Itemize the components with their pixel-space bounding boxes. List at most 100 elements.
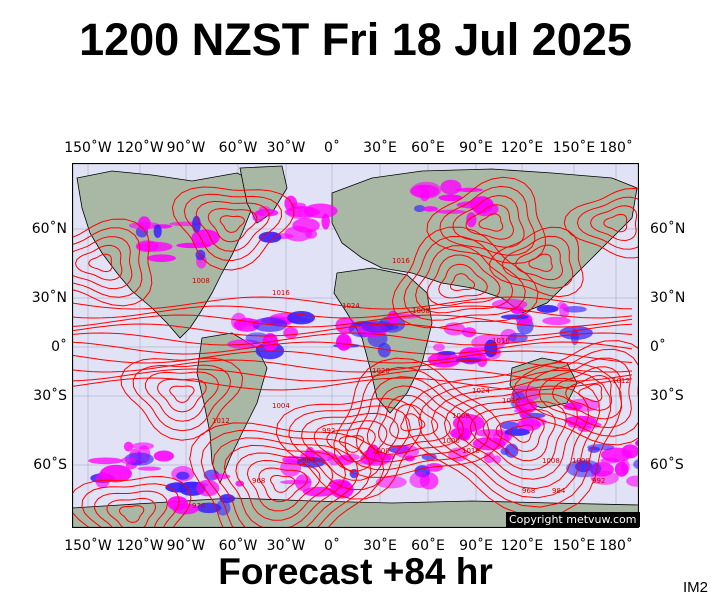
precip-cell (88, 457, 123, 465)
precip-cell (172, 503, 199, 515)
isobar-line (258, 467, 308, 503)
isobar-line (93, 490, 168, 528)
isobar-line (120, 357, 244, 441)
pressure-label: 1008 (412, 307, 430, 315)
isobar-line (439, 185, 536, 256)
isobar-line (72, 332, 633, 346)
forecast-label: Forecast +84 hr (218, 551, 493, 592)
isobar-line (512, 340, 639, 446)
bottom-lon-tick: 60˚W (218, 538, 258, 554)
map-border (72, 163, 639, 528)
bottom-lon-tick: 60˚E (411, 538, 445, 554)
right-lat-tick: 60˚S (650, 457, 684, 473)
precip-cell (470, 196, 494, 214)
precip-cell (425, 463, 443, 472)
precip-cell (542, 316, 571, 326)
precip-cell (258, 231, 282, 243)
isobar-line (212, 437, 359, 528)
isobar-line (169, 385, 195, 403)
isobar-line (333, 357, 503, 478)
precip-cell (279, 479, 312, 485)
isobar-line (72, 314, 633, 328)
left-lat-tick: 30˚S (33, 388, 67, 404)
bottom-lon-tick: 150˚W (64, 538, 112, 554)
precip-cell (536, 305, 559, 313)
precip-cell (176, 242, 212, 249)
isobar-line (603, 213, 628, 233)
precip-cell (422, 206, 438, 212)
pressure-label: 1012 (612, 377, 630, 385)
precip-cell (419, 188, 430, 202)
pressure-label: 1000 (572, 457, 590, 465)
precip-cell (433, 343, 445, 352)
isobar-line (72, 296, 633, 310)
precip-cell (219, 494, 235, 504)
precip-cell (99, 464, 132, 483)
isobar-line (565, 374, 613, 411)
isobar-line (525, 348, 639, 437)
precip-cell (328, 479, 351, 490)
isobar-line (590, 205, 638, 242)
isobar-line (132, 364, 232, 432)
isobar-line (443, 385, 590, 490)
pressure-label: 1016 (392, 257, 410, 265)
isobar-line (275, 397, 423, 500)
pressure-label: 968 (252, 477, 265, 485)
precip-cell (196, 479, 220, 497)
top-lon-tick: 180˚ (599, 140, 633, 156)
isobar-line (72, 350, 633, 364)
isobar-line (430, 377, 601, 499)
isobar-line (338, 435, 365, 453)
top-lon-tick: 90˚E (459, 140, 493, 156)
precip-cell (283, 326, 299, 339)
precip-cell (438, 194, 463, 202)
isobar-line (502, 235, 574, 289)
right-lat-tick: 60˚N (650, 221, 686, 237)
pressure-label: 1016 (492, 337, 510, 345)
isobar-line (508, 424, 534, 443)
isobar-line (538, 357, 632, 429)
isobar-line (235, 452, 334, 521)
isobar-line (415, 245, 514, 314)
isobar-line (72, 377, 633, 391)
top-lon-tick: 60˚E (411, 140, 445, 156)
isobar-line (465, 204, 514, 240)
isobar-line (183, 193, 283, 262)
map-title: 1200 NZST Fri 18 Jul 2025 (79, 14, 632, 65)
precip-cell (570, 329, 579, 346)
precip-cell (302, 486, 336, 497)
precip-cell (292, 218, 320, 233)
left-lat-tick: 0˚ (51, 339, 67, 355)
precip-cell (120, 456, 137, 465)
left-lat-tick: 60˚S (33, 457, 67, 473)
precip-cell (287, 310, 316, 325)
isobar-line (400, 413, 426, 432)
precip-cell (590, 471, 619, 485)
isobar-line (456, 393, 578, 480)
bottom-lon-tick: 120˚E (500, 538, 544, 554)
pressure-label: 1012 (212, 417, 230, 425)
top-lon-tick: 30˚W (266, 140, 306, 156)
isobar-line (219, 215, 245, 233)
isobar-line (438, 263, 488, 299)
isobar-line (75, 244, 123, 281)
isobar-line (469, 401, 567, 471)
top-lon-tick: 0˚ (324, 140, 340, 156)
isobar-line (344, 366, 490, 471)
precip-cell (284, 206, 321, 218)
precip-cell (192, 215, 201, 233)
pressure-label: 992 (322, 427, 335, 435)
precip-cell (153, 450, 174, 462)
isobar-line (72, 359, 633, 373)
top-lon-tick: 120˚W (116, 140, 164, 156)
precip-cell (440, 179, 462, 195)
isobar-line (355, 376, 478, 463)
isobar-line (72, 323, 633, 337)
precip-cell (566, 459, 602, 478)
isobar-line (405, 362, 623, 517)
isobar-line (72, 218, 153, 307)
precip-cell (176, 471, 190, 480)
precip-cell (147, 254, 176, 263)
bottom-lon-tick: 120˚W (116, 538, 164, 554)
isobar-line (72, 305, 633, 319)
